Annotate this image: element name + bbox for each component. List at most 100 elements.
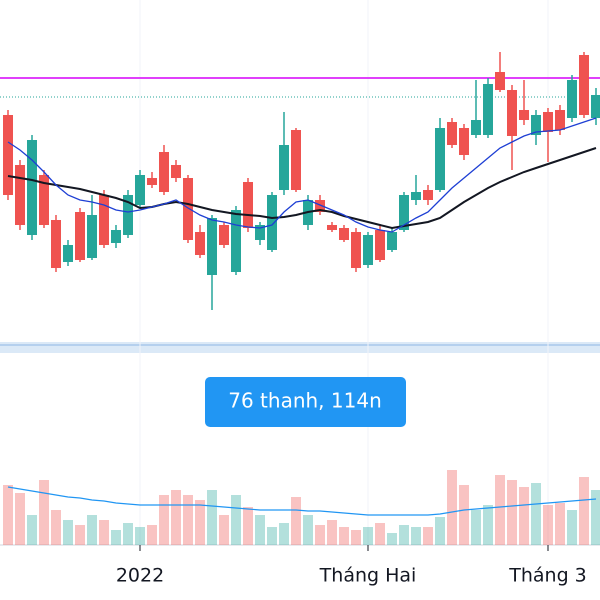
volume-bar <box>87 515 97 545</box>
moving-average <box>7 147 597 230</box>
volume-bar <box>123 523 133 545</box>
volume-bar <box>375 523 385 545</box>
candle-body <box>111 230 121 243</box>
candle-body <box>243 182 253 228</box>
volume-bar <box>135 527 145 545</box>
candle-body <box>291 130 301 190</box>
candle-body <box>531 115 541 135</box>
volume-bar <box>387 533 397 545</box>
volume-bar <box>27 515 37 545</box>
pane-separator <box>0 342 600 353</box>
candle-body <box>135 175 145 205</box>
volume-bar <box>495 475 505 545</box>
candle-body <box>519 110 529 120</box>
candle-body <box>423 190 433 200</box>
candle-body <box>363 235 373 265</box>
volume-bar <box>519 487 529 545</box>
volume-bar <box>363 527 373 545</box>
x-tick-label: 2022 <box>116 565 164 587</box>
volume-bar <box>459 485 469 545</box>
volume-bar <box>207 490 217 545</box>
volume-bar <box>111 530 121 545</box>
volume-bar <box>231 495 241 545</box>
volume-bar <box>339 527 349 545</box>
candle-body <box>195 232 205 255</box>
candle-body <box>39 175 49 225</box>
volume-bar <box>15 493 25 545</box>
candle-body <box>567 80 577 118</box>
candle-body <box>267 195 277 250</box>
candle-body <box>315 200 325 212</box>
candle-body <box>231 210 241 272</box>
volume-bar <box>591 490 600 545</box>
volume-bar <box>543 505 553 545</box>
candle-body <box>171 165 181 178</box>
tooltip-box <box>205 377 406 427</box>
candle-body <box>219 225 229 245</box>
candle-body <box>147 178 157 185</box>
candle-body <box>411 192 421 200</box>
candle-body <box>459 128 469 155</box>
x-tick-label: Tháng Hai <box>319 565 417 587</box>
candle-body <box>375 230 385 260</box>
candle-body <box>159 152 169 192</box>
candle-body <box>435 128 445 190</box>
x-tick-label: Tháng 3 <box>508 565 587 587</box>
volume-bar <box>435 517 445 545</box>
volume-bar <box>411 527 421 545</box>
volume-bar <box>327 520 337 545</box>
candle-body <box>507 90 517 136</box>
volume-bar <box>351 530 361 545</box>
candle-body <box>555 110 565 130</box>
volume-bar <box>63 520 73 545</box>
volume-bar <box>483 505 493 545</box>
candle-body <box>327 225 337 230</box>
candle-body <box>87 215 97 258</box>
volume-bar <box>183 495 193 545</box>
candle-body <box>351 232 361 268</box>
candle-body <box>207 218 217 275</box>
volume-bar <box>303 515 313 545</box>
volume-bar <box>447 470 457 545</box>
candle-body <box>339 228 349 240</box>
candle-body <box>3 115 13 195</box>
candle-body <box>15 165 25 225</box>
volume-bar <box>423 527 433 545</box>
volume-bar <box>315 525 325 545</box>
volume-bar <box>39 480 49 545</box>
candle-body <box>447 122 457 145</box>
candle-body <box>183 178 193 240</box>
candle-body <box>123 195 133 235</box>
candle-body <box>255 225 265 240</box>
volume-bar <box>555 503 565 545</box>
candle-body <box>483 84 493 135</box>
volume-bar <box>267 527 277 545</box>
volume-bar <box>579 477 589 545</box>
candle-body <box>495 72 505 90</box>
candle-body <box>99 195 109 245</box>
volume-bar <box>243 507 253 545</box>
candle-body <box>75 212 85 260</box>
candle-body <box>471 120 481 135</box>
volume-bar <box>195 500 205 545</box>
volume-bar <box>99 520 109 545</box>
volume-bar <box>171 490 181 545</box>
volume-bar <box>279 523 289 545</box>
candle-body <box>279 145 289 190</box>
volume-bar <box>531 483 541 545</box>
moving-average <box>7 117 597 233</box>
volume-bar <box>51 510 61 545</box>
volume-bar <box>219 515 229 545</box>
candle-body <box>543 112 553 132</box>
volume-bar <box>567 510 577 545</box>
candle-body <box>399 195 409 230</box>
tooltip-text: 76 thanh, 114n <box>228 389 382 413</box>
candle-body <box>51 220 61 268</box>
volume-bar <box>399 525 409 545</box>
volume-bar <box>291 497 301 545</box>
candle-body <box>63 245 73 262</box>
candle-body <box>387 232 397 250</box>
volume-bar <box>255 515 265 545</box>
